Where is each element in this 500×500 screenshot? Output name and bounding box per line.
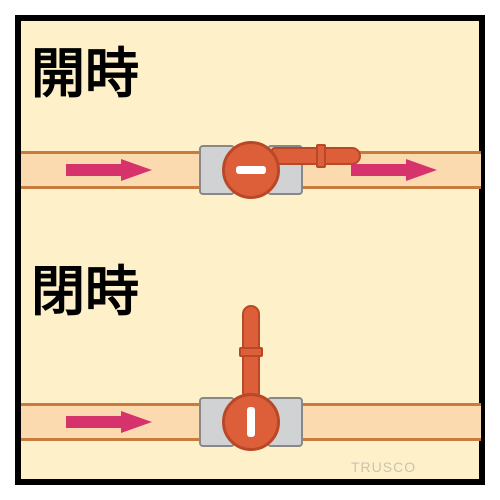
watermark: TRUSCO — [351, 459, 416, 475]
valve-handle-open-mid — [316, 144, 326, 168]
diagram-frame: 開時 閉時 — [15, 15, 485, 485]
valve-slot-closed — [247, 407, 255, 437]
label-open: 開時 — [31, 29, 139, 108]
flow-arrow-left-closed — [66, 411, 152, 433]
flow-arrow-left-open — [66, 159, 152, 181]
valve-slot-open — [236, 166, 266, 174]
flow-arrow-right-open — [351, 159, 437, 181]
valve-handle-closed-mid — [239, 347, 263, 357]
valve-body-closed — [222, 393, 280, 451]
valve-body-open — [222, 141, 280, 199]
pipe-open — [21, 151, 479, 189]
label-closed: 閉時 — [31, 247, 139, 326]
pipe-closed — [21, 403, 479, 441]
pipe-right-closed — [296, 403, 481, 441]
